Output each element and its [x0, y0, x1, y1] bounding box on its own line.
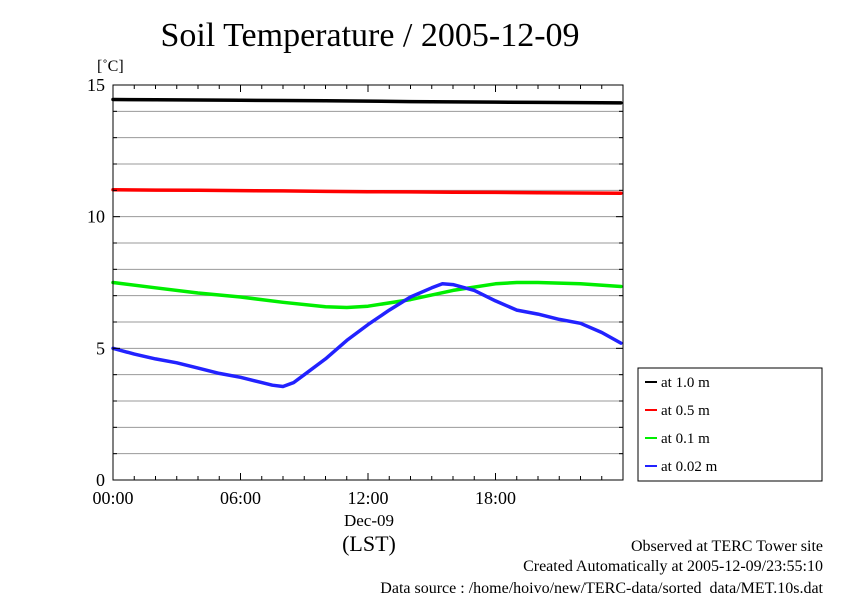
series-line	[111, 282, 623, 389]
legend-label: at 0.02 m	[661, 459, 718, 475]
legend: at 1.0 m at 0.5 m at 0.1 m at 0.02 m	[637, 367, 823, 482]
y-tick-label: 15	[87, 75, 105, 95]
chart-title: Soil Temperature / 2005-12-09	[160, 17, 579, 54]
x-axis-date-label: Dec-09	[344, 511, 394, 530]
series-line	[111, 280, 623, 310]
legend-label: at 0.5 m	[661, 403, 710, 419]
y-tick-label: 10	[87, 207, 105, 227]
series-lines	[111, 97, 623, 389]
footer-observed: Observed at TERC Tower site	[631, 538, 823, 555]
legend-label: at 0.1 m	[661, 431, 710, 447]
series-line	[111, 188, 623, 195]
y-axis-unit-label: [˚C]	[97, 58, 124, 75]
footer-data-source: Data source : /home/hoivo/new/TERC-data/…	[380, 580, 823, 595]
legend-label: at 1.0 m	[661, 375, 710, 391]
x-axis-label: (LST)	[342, 531, 396, 556]
legend-box	[637, 367, 823, 482]
footer-created: Created Automatically at 2005-12-09/23:5…	[523, 558, 823, 575]
y-tick-label: 5	[96, 338, 105, 358]
x-tick-label: 18:00	[475, 488, 516, 508]
tick-labels: 0 5 10 15 00:00 06:00 12:00 18:00	[87, 75, 516, 508]
x-tick-label: 12:00	[347, 488, 388, 508]
series-line	[111, 97, 623, 105]
y-tick-label: 0	[96, 470, 105, 490]
x-tick-label: 06:00	[220, 488, 261, 508]
axis-ticks	[113, 85, 623, 480]
x-tick-label: 00:00	[92, 488, 133, 508]
